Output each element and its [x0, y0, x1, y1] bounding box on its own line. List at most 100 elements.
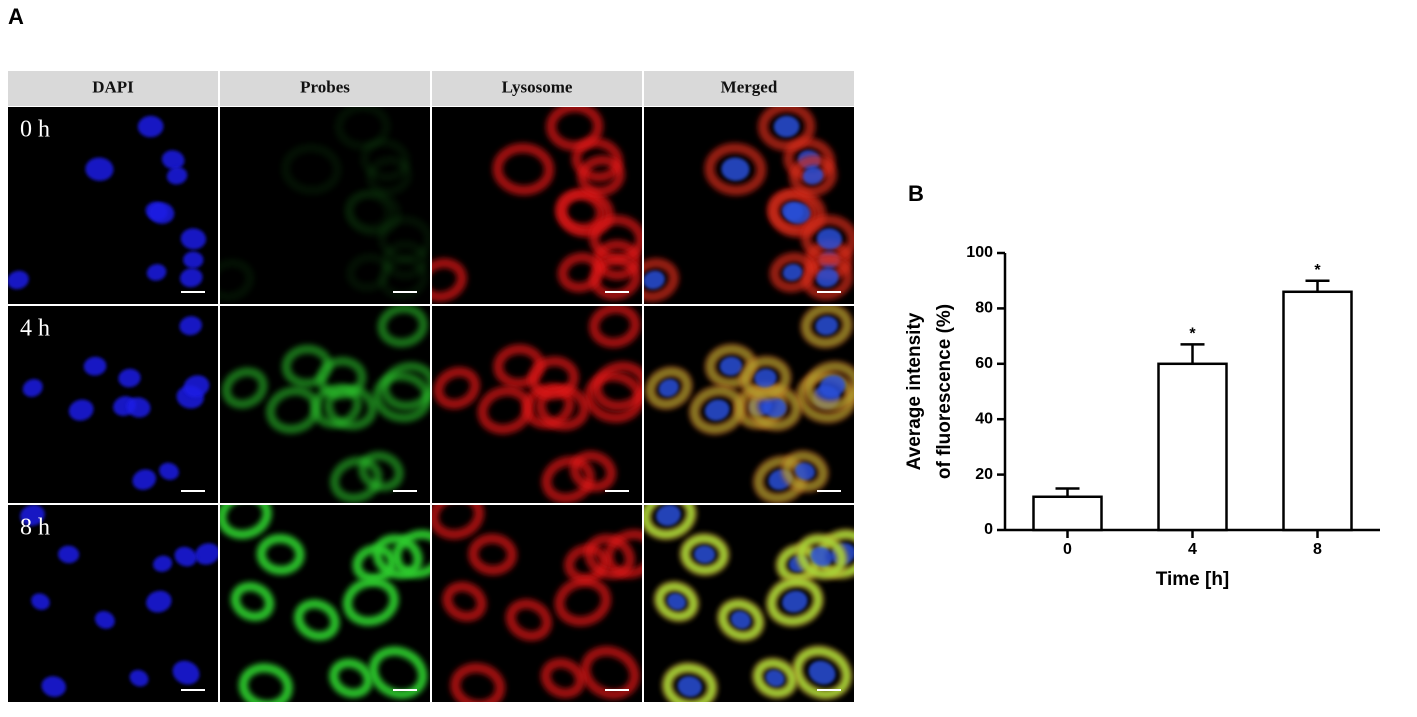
cytoplasm	[265, 386, 321, 434]
lysosome	[450, 662, 506, 702]
row-label: 4 h	[20, 316, 50, 342]
nucleus	[795, 462, 815, 480]
cytoplasm	[220, 258, 255, 302]
lysosome	[577, 155, 625, 197]
x-tick-label: 0	[1063, 541, 1072, 558]
nucleus	[85, 157, 114, 181]
nucleus	[815, 268, 839, 288]
cytoplasm	[766, 577, 823, 626]
y-tick-label: 0	[984, 521, 993, 538]
cytoplasm	[342, 577, 399, 626]
column-header-bg	[432, 71, 642, 106]
lysosome	[591, 361, 642, 412]
nucleus	[31, 593, 50, 610]
nucleus	[180, 228, 207, 250]
nucleus	[41, 676, 66, 697]
nucleus	[161, 150, 185, 170]
column-header-bg	[644, 71, 854, 106]
lysosome	[557, 252, 604, 293]
column-header: DAPI	[92, 77, 134, 96]
y-axis-label: Average intensity	[904, 312, 925, 470]
lysosome	[528, 356, 579, 400]
lysosome	[468, 533, 518, 576]
column-header-bg	[220, 71, 430, 106]
nucleus	[129, 669, 149, 687]
nucleus	[730, 611, 751, 629]
cytoplasm	[782, 451, 828, 492]
row-label: 8 h	[20, 515, 50, 541]
column-header: Merged	[721, 77, 778, 96]
nucleus	[719, 356, 743, 376]
y-axis-label: of fluorescence (%)	[934, 304, 955, 479]
nucleus	[159, 462, 179, 480]
y-tick-label: 60	[975, 355, 993, 372]
y-tick-label: 20	[975, 466, 993, 483]
cytoplasm	[352, 544, 397, 583]
bar	[1032, 495, 1103, 532]
cytoplasm	[792, 646, 852, 699]
nucleus	[194, 543, 218, 565]
lysosome	[505, 598, 553, 642]
cytoplasm	[718, 599, 764, 641]
nucleus	[183, 375, 210, 398]
nucleus	[658, 379, 679, 397]
nucleus	[20, 505, 45, 526]
cytoplasm	[294, 599, 340, 641]
cytoplasm	[680, 534, 729, 575]
image-content	[220, 107, 430, 302]
cytoplasm	[753, 658, 797, 698]
nucleus	[68, 399, 94, 421]
cytoplasm	[654, 582, 699, 622]
cytoplasm	[644, 258, 679, 302]
significance-mark: *	[1189, 326, 1196, 343]
nucleus	[22, 379, 43, 397]
nucleus	[816, 228, 843, 250]
lysosome	[554, 576, 612, 627]
image-content	[432, 107, 642, 302]
image-content	[8, 115, 207, 290]
nucleus	[644, 270, 665, 290]
lysosome	[588, 306, 641, 348]
column-header-bg	[8, 71, 218, 106]
cytoplasm	[392, 529, 430, 579]
panel-label: A	[8, 4, 24, 29]
cytoplasm	[316, 356, 367, 400]
cytoplasm	[758, 107, 815, 151]
lysosome	[541, 455, 595, 503]
nucleus	[153, 555, 173, 572]
cytoplasm	[346, 252, 392, 292]
nucleus	[137, 115, 164, 138]
cytoplasm	[740, 356, 791, 400]
cytoplasm	[372, 534, 423, 579]
cytoplasm	[230, 582, 275, 622]
image-content	[220, 505, 430, 702]
image-content	[221, 306, 430, 503]
nucleus	[126, 397, 151, 418]
cytoplasm	[329, 658, 373, 698]
cytoplasm	[221, 367, 268, 409]
nucleus	[146, 590, 172, 613]
nucleus	[808, 660, 836, 685]
nucleus	[94, 611, 115, 629]
nucleus	[174, 546, 197, 567]
column-header: Probes	[300, 77, 350, 96]
nucleus	[773, 115, 800, 138]
nucleus	[172, 660, 200, 685]
nucleus	[802, 167, 824, 185]
nucleus	[57, 545, 80, 564]
image-content	[433, 306, 642, 503]
cytoplasm	[365, 155, 413, 196]
image-content	[432, 505, 642, 702]
lysosome	[492, 143, 555, 196]
nucleus	[704, 399, 730, 421]
y-tick-label: 40	[975, 410, 993, 427]
image-content	[22, 316, 210, 490]
cytoplasm	[770, 252, 816, 292]
cytoplasm	[689, 386, 745, 434]
cytoplasm	[358, 451, 404, 492]
cytoplasm	[281, 143, 342, 195]
nucleus	[146, 264, 167, 281]
nucleus	[784, 202, 811, 224]
cytoplasm	[380, 361, 430, 411]
